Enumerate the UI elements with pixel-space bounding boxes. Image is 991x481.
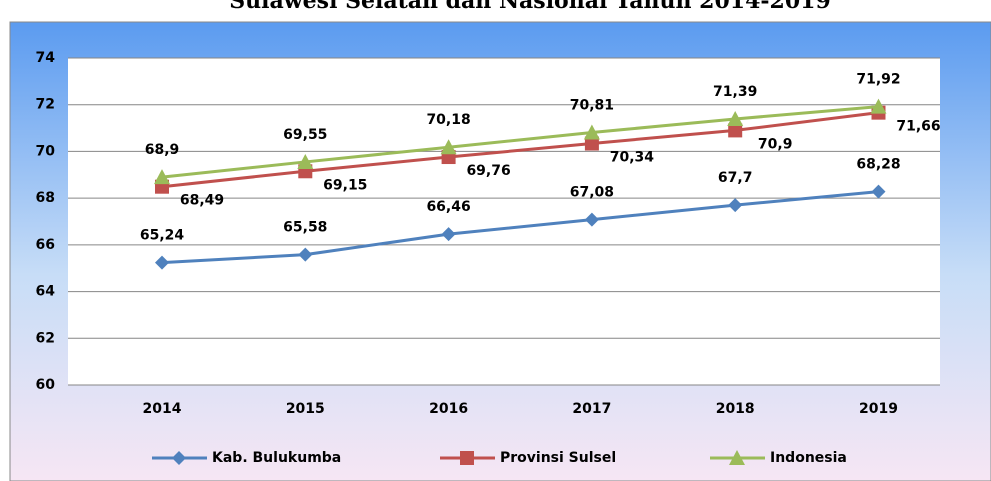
marker — [154, 169, 170, 185]
y-tick-label: 64 — [36, 284, 56, 300]
marker — [172, 451, 186, 465]
x-tick-label: 2014 — [143, 401, 182, 417]
legend-label: Provinsi Sulsel — [500, 450, 616, 466]
data-label: 68,28 — [856, 157, 900, 173]
marker — [870, 98, 887, 114]
data-label: 70,9 — [758, 136, 793, 152]
data-label: 69,15 — [323, 177, 367, 193]
data-label: 68,9 — [145, 142, 180, 158]
x-tick-label: 2018 — [716, 401, 755, 417]
data-label: 68,49 — [180, 193, 224, 209]
marker — [297, 153, 314, 169]
data-label: 66,46 — [426, 199, 470, 215]
data-label: 67,7 — [718, 170, 753, 186]
marker — [871, 184, 886, 199]
marker — [440, 139, 457, 155]
data-label: 67,08 — [570, 185, 614, 201]
y-tick-label: 62 — [36, 330, 55, 346]
series-line — [161, 105, 879, 179]
x-tick-label: 2019 — [859, 401, 898, 417]
y-tick-label: 70 — [36, 143, 56, 159]
data-label: 65,58 — [283, 220, 327, 236]
data-label: 70,34 — [610, 149, 655, 165]
marker — [460, 451, 474, 465]
marker — [583, 124, 600, 140]
marker — [584, 136, 599, 151]
marker — [584, 212, 599, 227]
marker — [441, 227, 456, 242]
data-label: 71,92 — [856, 72, 900, 88]
marker — [728, 198, 743, 213]
x-tick-label: 2017 — [572, 401, 611, 417]
y-tick-label: 68 — [36, 190, 55, 206]
chart-title: Sulawesi Selatan dan Nasional Tahun 2014… — [229, 0, 831, 14]
data-label: 69,76 — [466, 163, 510, 179]
marker — [155, 255, 169, 270]
x-tick-label: 2016 — [429, 401, 468, 417]
marker — [298, 247, 313, 262]
marker — [729, 450, 745, 465]
marker — [727, 110, 744, 126]
legend-label: Kab. Bulukumba — [212, 450, 341, 466]
y-tick-label: 66 — [36, 237, 55, 253]
legend-label: Indonesia — [770, 450, 847, 466]
y-tick-label: 74 — [36, 50, 56, 66]
series-line — [161, 190, 879, 265]
x-tick-label: 2015 — [286, 401, 325, 417]
data-label: 65,24 — [140, 228, 185, 244]
y-tick-label: 72 — [36, 97, 55, 113]
data-label: 71,39 — [713, 84, 757, 100]
marker — [728, 123, 743, 138]
data-label: 70,18 — [426, 112, 470, 128]
y-tick-label: 60 — [36, 377, 56, 393]
plot-area — [68, 58, 940, 385]
data-label: 69,55 — [283, 127, 327, 143]
data-label: 70,81 — [570, 98, 614, 114]
data-label: 71,66 — [896, 119, 940, 135]
series-line — [161, 111, 879, 189]
